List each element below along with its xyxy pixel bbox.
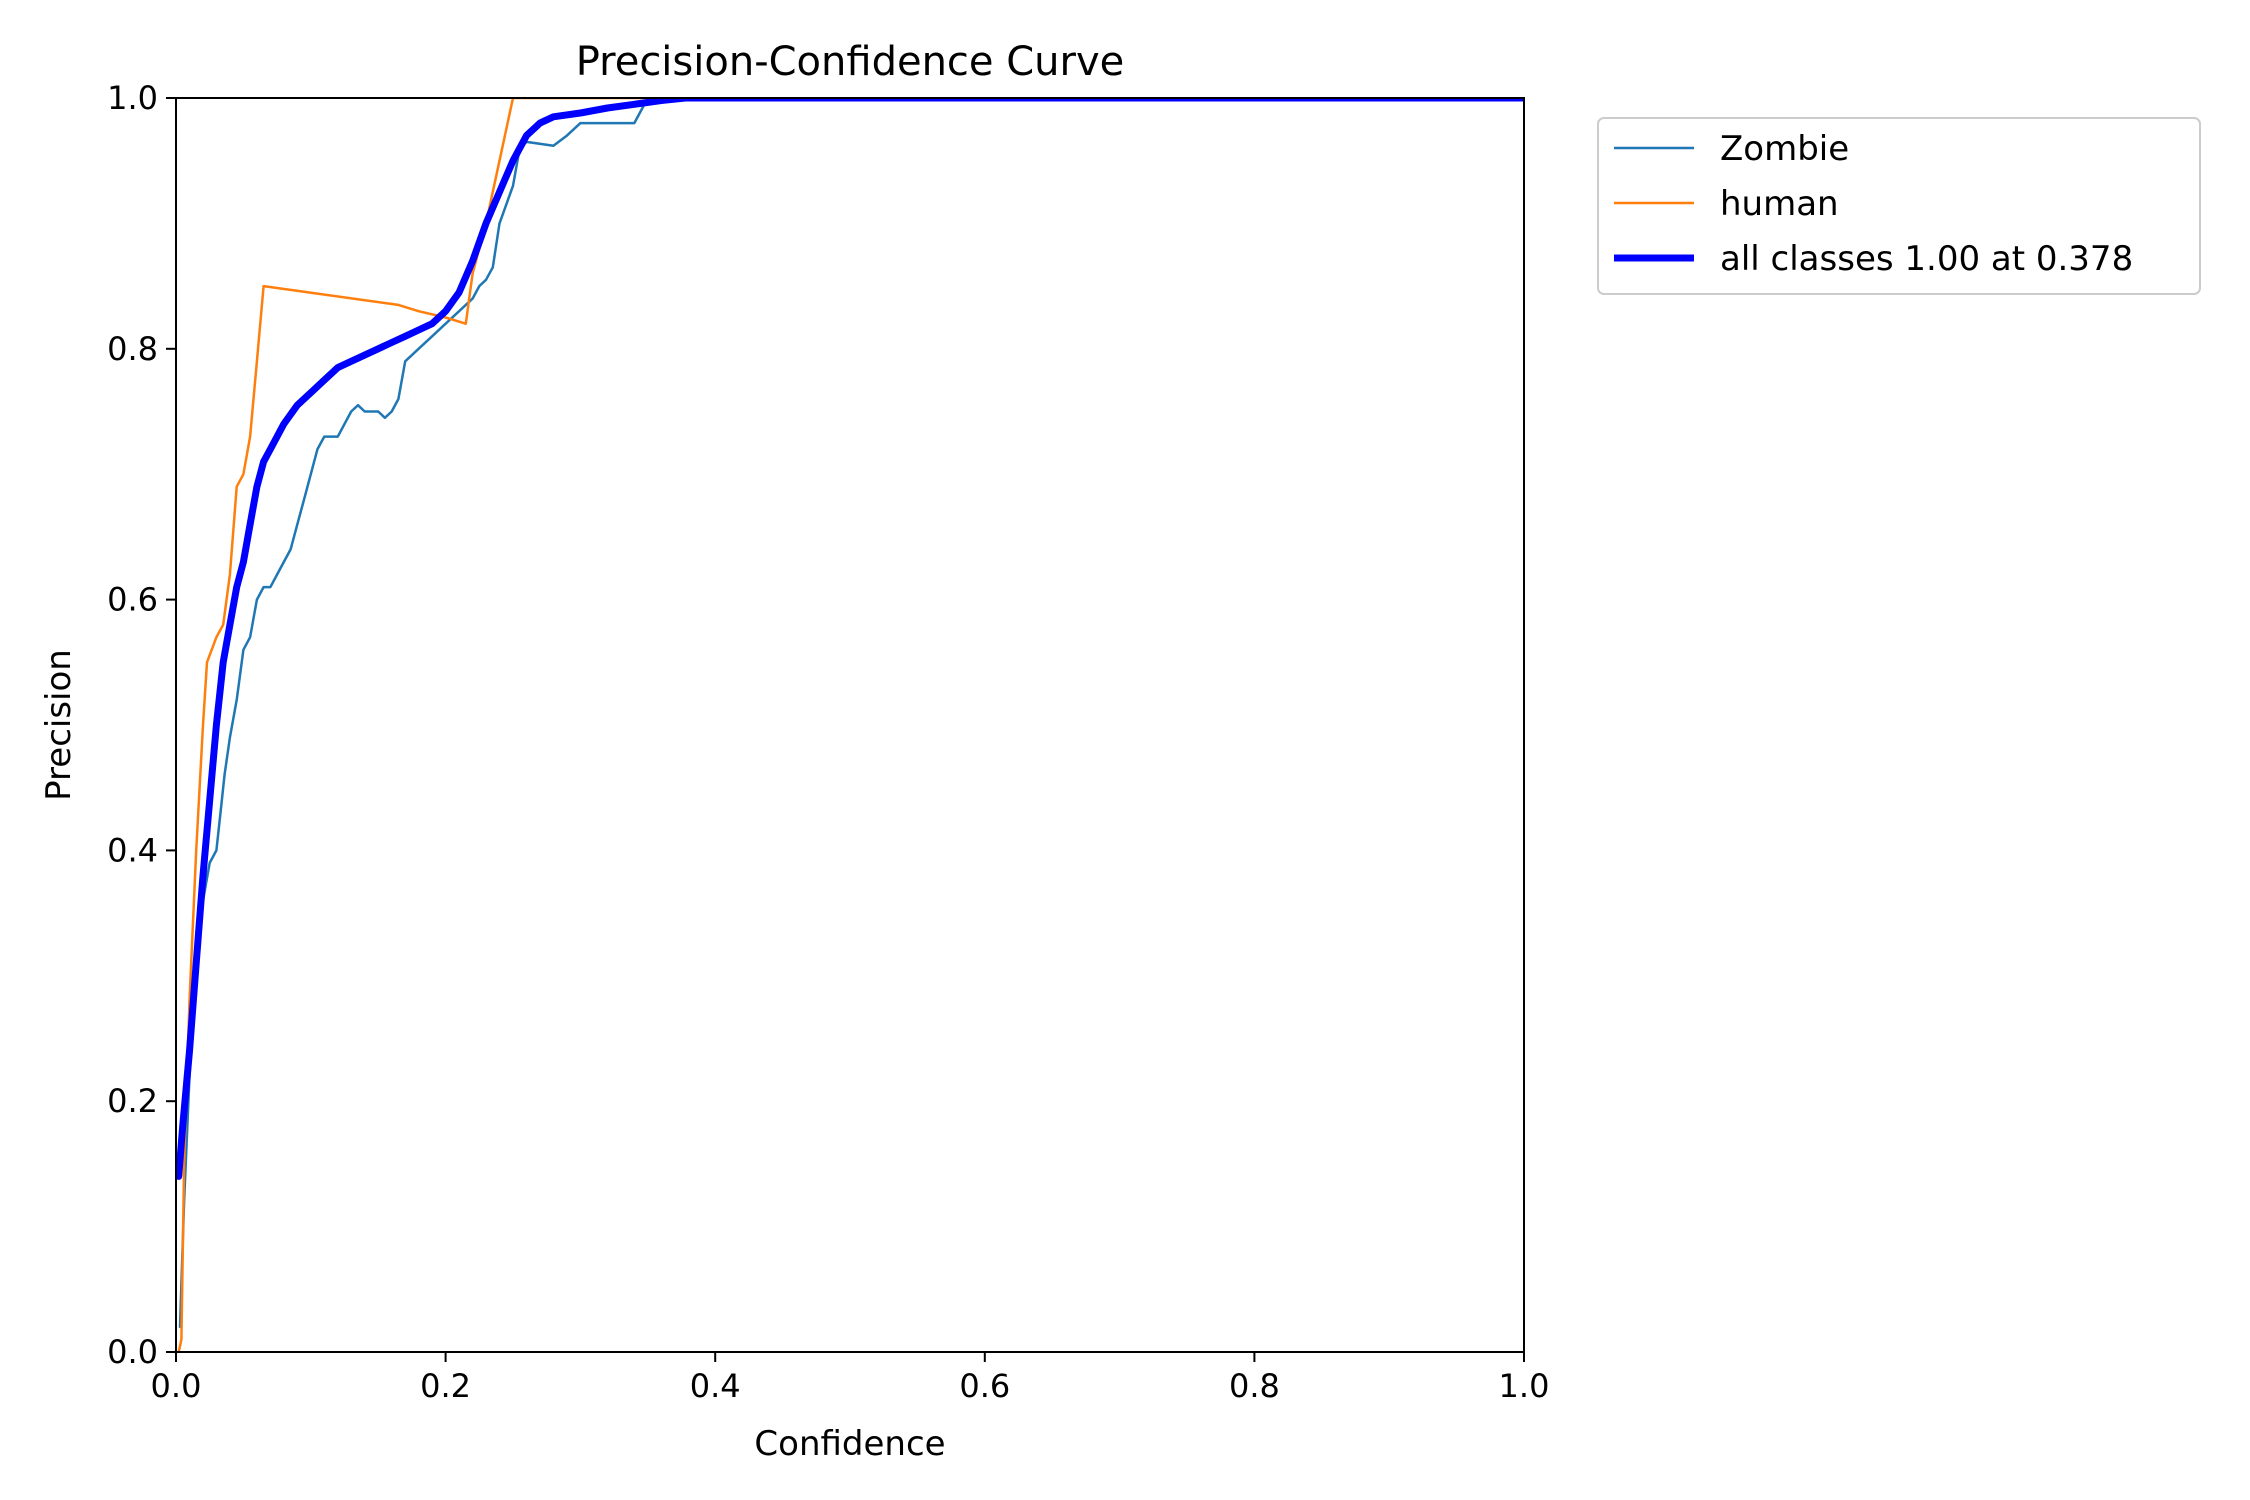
x-tick-label: 0.0 — [151, 1367, 202, 1405]
x-tick-label: 0.6 — [959, 1367, 1010, 1405]
x-tick-label: 0.2 — [420, 1367, 471, 1405]
legend-frame — [1597, 117, 2201, 295]
x-tick-label: 0.8 — [1229, 1367, 1280, 1405]
x-axis-label: Confidence — [754, 1424, 945, 1464]
x-tick-label: 0.4 — [690, 1367, 741, 1405]
chart-title: Precision-Confidence Curve — [576, 39, 1125, 85]
series-line-0 — [178, 98, 1524, 1329]
y-axis-label: Precision — [39, 649, 79, 801]
y-tick-label: 0.4 — [107, 831, 158, 869]
x-tick-label: 1.0 — [1499, 1367, 1550, 1405]
y-tick-label: 0.6 — [107, 581, 158, 619]
series-line-1 — [177, 98, 1524, 1352]
y-tick-label: 0.0 — [107, 1333, 158, 1371]
legend: Zombie human all classes 1.00 at 0.378 — [1597, 117, 2201, 295]
plot-frame — [175, 97, 1525, 1353]
legend-label: Zombie — [1720, 129, 1849, 169]
y-tick-label: 1.0 — [107, 79, 158, 117]
y-tick-label: 0.8 — [107, 330, 158, 368]
y-tick-label: 0.2 — [107, 1082, 158, 1120]
y-axis-ticks: 0.0 0.2 0.4 0.6 0.8 1.0 — [107, 79, 176, 1371]
x-axis-ticks: 0.0 0.2 0.4 0.6 0.8 1.0 — [151, 1352, 1550, 1405]
legend-label: human — [1720, 184, 1839, 224]
series-line-2 — [176, 98, 1524, 1180]
legend-label: all classes 1.00 at 0.378 — [1720, 239, 2133, 279]
series-layer — [176, 98, 1524, 1352]
